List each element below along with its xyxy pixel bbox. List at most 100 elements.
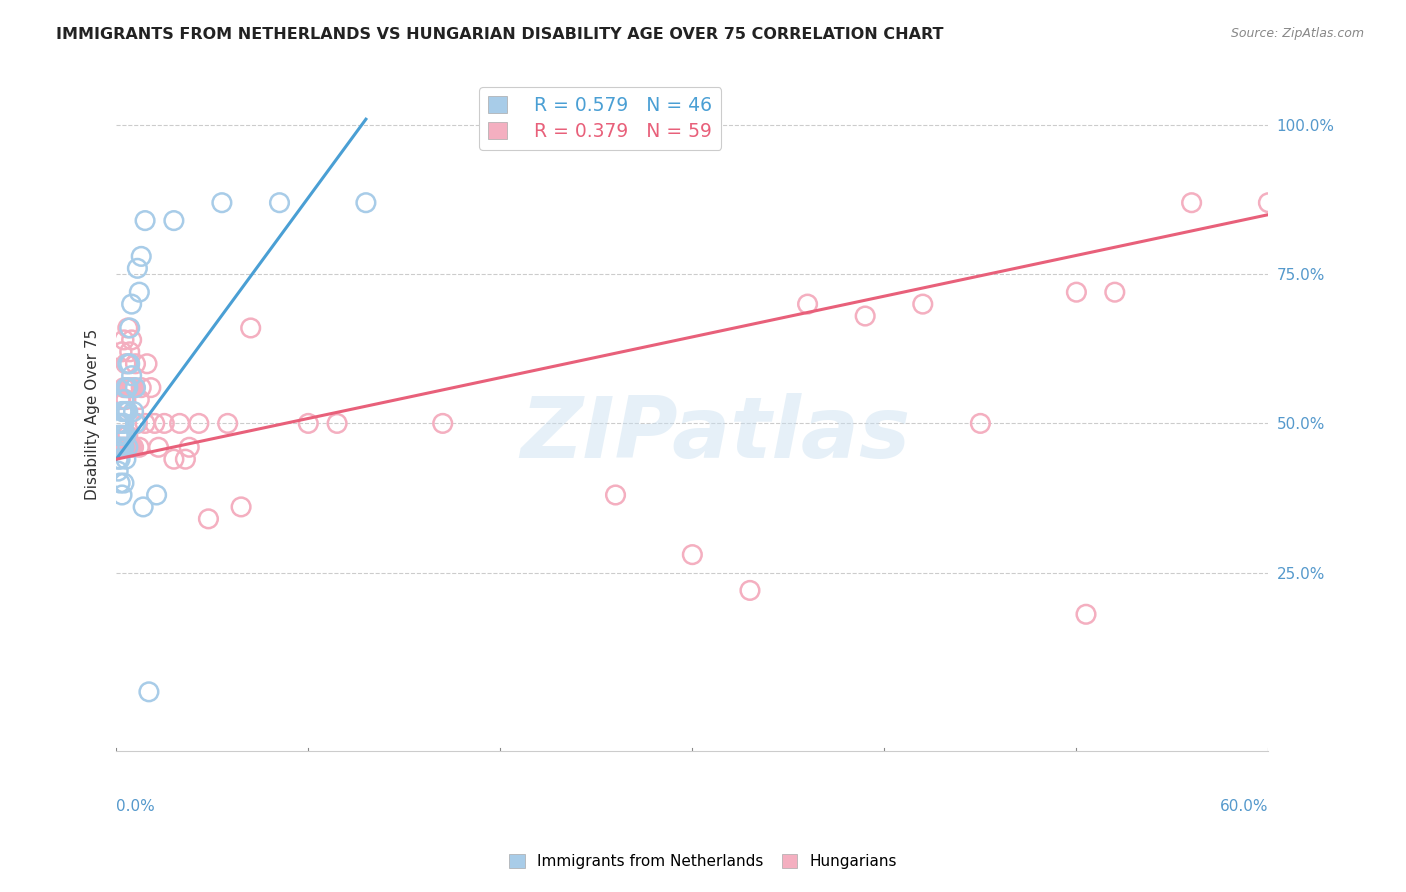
Point <box>129 249 152 263</box>
Point <box>124 357 146 371</box>
Point <box>127 417 149 431</box>
Point <box>121 381 143 395</box>
Point <box>117 381 139 395</box>
Point <box>107 440 129 454</box>
Point <box>108 440 131 454</box>
Point <box>107 417 129 431</box>
Point <box>122 404 145 418</box>
Point <box>1074 607 1097 622</box>
Point <box>197 512 219 526</box>
Point <box>108 392 131 407</box>
Point <box>112 333 135 347</box>
Point <box>107 428 129 442</box>
Point <box>117 428 139 442</box>
Point <box>1181 195 1204 210</box>
Point <box>117 381 139 395</box>
Point <box>115 357 138 371</box>
Point <box>118 381 141 395</box>
Point <box>118 321 141 335</box>
Text: ZIPatlas: ZIPatlas <box>520 393 911 476</box>
Point <box>111 428 134 442</box>
Point <box>122 381 145 395</box>
Point <box>111 488 134 502</box>
Point <box>211 195 233 210</box>
Text: Source: ZipAtlas.com: Source: ZipAtlas.com <box>1230 27 1364 40</box>
Point <box>179 440 201 454</box>
Point <box>112 476 135 491</box>
Point <box>853 309 876 323</box>
Point <box>108 417 131 431</box>
Point <box>118 357 141 371</box>
Point <box>111 428 134 442</box>
Point <box>121 297 143 311</box>
Point <box>148 440 170 454</box>
Point <box>139 381 162 395</box>
Point <box>269 195 291 210</box>
Point <box>605 488 627 502</box>
Point <box>107 440 129 454</box>
Point <box>115 381 138 395</box>
Point <box>111 440 134 454</box>
Point <box>111 417 134 431</box>
Point <box>122 440 145 454</box>
Point <box>115 428 138 442</box>
Point <box>121 440 143 454</box>
Point <box>127 261 149 276</box>
Point <box>229 500 252 514</box>
Point <box>1257 195 1279 210</box>
Point <box>134 213 156 227</box>
Text: IMMIGRANTS FROM NETHERLANDS VS HUNGARIAN DISABILITY AGE OVER 75 CORRELATION CHAR: IMMIGRANTS FROM NETHERLANDS VS HUNGARIAN… <box>56 27 943 42</box>
Point <box>354 195 377 210</box>
Legend:   R = 0.579   N = 46,   R = 0.379   N = 59: R = 0.579 N = 46, R = 0.379 N = 59 <box>479 87 721 150</box>
Point <box>796 297 818 311</box>
Point <box>115 404 138 418</box>
Point <box>187 417 209 431</box>
Point <box>112 392 135 407</box>
Point <box>108 452 131 467</box>
Point <box>969 417 991 431</box>
Point <box>129 381 152 395</box>
Point <box>124 417 146 431</box>
Point <box>432 417 454 431</box>
Point <box>738 583 761 598</box>
Point <box>121 333 143 347</box>
Point <box>143 417 166 431</box>
Point <box>217 417 239 431</box>
Point <box>136 357 159 371</box>
Point <box>681 548 703 562</box>
Legend: Immigrants from Netherlands, Hungarians: Immigrants from Netherlands, Hungarians <box>503 848 903 875</box>
Point <box>128 285 150 300</box>
Point <box>117 404 139 418</box>
Point <box>138 685 160 699</box>
Point <box>1066 285 1088 300</box>
Point <box>112 417 135 431</box>
Point <box>115 440 138 454</box>
Point <box>112 440 135 454</box>
Point <box>112 381 135 395</box>
Point <box>163 213 186 227</box>
Point <box>124 381 146 395</box>
Point <box>163 452 186 467</box>
Point <box>326 417 349 431</box>
Point <box>108 440 131 454</box>
Point <box>117 357 139 371</box>
Point <box>111 344 134 359</box>
Point <box>297 417 319 431</box>
Point <box>108 476 131 491</box>
Point <box>1104 285 1126 300</box>
Point <box>112 440 135 454</box>
Point <box>911 297 934 311</box>
Point <box>111 404 134 418</box>
Point <box>107 452 129 467</box>
Point <box>117 321 139 335</box>
Point <box>128 392 150 407</box>
Point <box>118 440 141 454</box>
Point <box>107 464 129 478</box>
Point <box>239 321 262 335</box>
Point <box>153 417 176 431</box>
Point <box>117 440 139 454</box>
Point <box>128 440 150 454</box>
Point <box>145 488 167 502</box>
Point <box>121 368 143 383</box>
Text: 0.0%: 0.0% <box>117 798 155 814</box>
